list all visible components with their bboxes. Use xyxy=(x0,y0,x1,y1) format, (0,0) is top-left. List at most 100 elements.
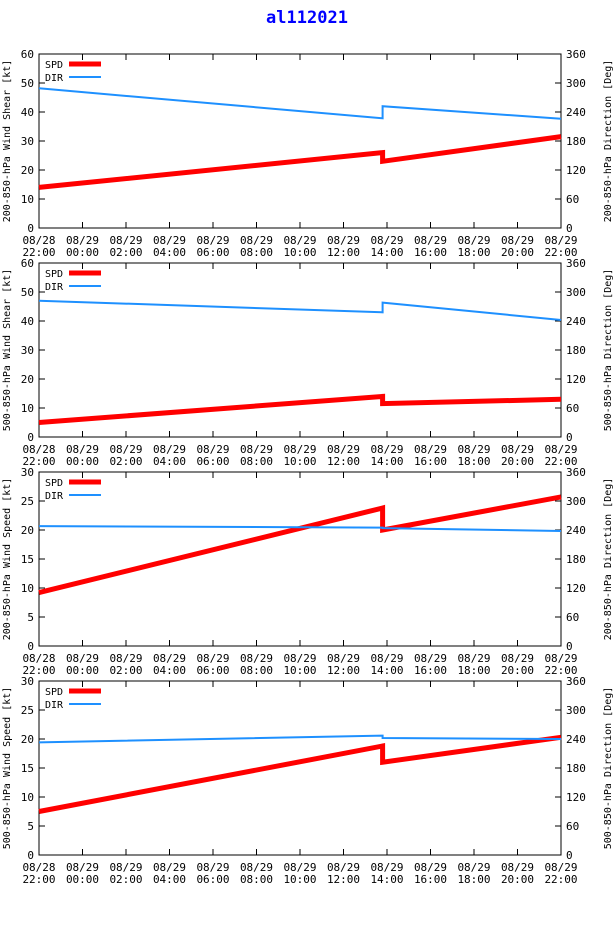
x-tick-label-time: 22:00 xyxy=(22,455,55,468)
y2-tick-label: 180 xyxy=(566,553,586,566)
y2-tick-label: 60 xyxy=(566,402,579,415)
y-tick-label: 50 xyxy=(21,286,34,299)
x-tick-label-date: 08/29 xyxy=(66,443,99,456)
x-tick-label-time: 18:00 xyxy=(457,246,490,259)
x-tick-label-time: 10:00 xyxy=(283,664,316,677)
x-tick-label-date: 08/28 xyxy=(22,234,55,247)
x-tick-label-date: 08/29 xyxy=(283,652,316,665)
x-tick-label-date: 08/29 xyxy=(153,443,186,456)
spd-series-line xyxy=(38,494,562,596)
x-tick-label-time: 04:00 xyxy=(153,246,186,259)
x-tick-label-date: 08/29 xyxy=(240,861,273,874)
x-tick-label-date: 08/29 xyxy=(544,652,577,665)
x-tick-label-date: 08/29 xyxy=(327,443,360,456)
dir-series-line xyxy=(38,734,562,744)
x-tick-label-time: 06:00 xyxy=(196,873,229,886)
y2-tick-label: 0 xyxy=(566,849,573,862)
x-tick-label-date: 08/28 xyxy=(22,443,55,456)
x-tick-label-time: 10:00 xyxy=(283,455,316,468)
y-tick-label: 10 xyxy=(21,402,34,415)
plot-frame xyxy=(38,680,562,856)
x-tick-label-date: 08/29 xyxy=(327,652,360,665)
y-tick-label: 10 xyxy=(21,791,34,804)
x-tick-label-time: 16:00 xyxy=(414,455,447,468)
y-tick-label: 25 xyxy=(21,704,34,717)
y-tick-label: 30 xyxy=(21,466,34,479)
y2-tick-label: 240 xyxy=(566,106,586,119)
y-tick-label: 20 xyxy=(21,524,34,537)
x-tick-label-date: 08/29 xyxy=(327,234,360,247)
x-tick-label-date: 08/29 xyxy=(501,861,534,874)
x-tick-label-time: 20:00 xyxy=(501,664,534,677)
legend-spd-label: SPD xyxy=(45,478,63,489)
y2-tick-label: 300 xyxy=(566,77,586,90)
x-tick-label-date: 08/29 xyxy=(544,234,577,247)
x-tick-label-time: 14:00 xyxy=(370,455,403,468)
x-tick-label-time: 14:00 xyxy=(370,246,403,259)
y2-axis-title: 200-850-hPa Direction [Deg] xyxy=(603,60,614,223)
x-tick-label-time: 06:00 xyxy=(196,664,229,677)
x-tick-label-time: 02:00 xyxy=(109,455,142,468)
y2-tick-label: 360 xyxy=(566,675,586,688)
x-tick-label-time: 22:00 xyxy=(544,246,577,259)
x-tick-label-time: 02:00 xyxy=(109,873,142,886)
x-tick-label-date: 08/29 xyxy=(109,234,142,247)
y-axis-title: 200-850-hPa Wind Shear [kt] xyxy=(2,60,13,223)
y-tick-label: 60 xyxy=(21,257,34,270)
x-tick-label-date: 08/29 xyxy=(196,652,229,665)
y2-tick-label: 300 xyxy=(566,495,586,508)
spd-series-line xyxy=(38,734,562,814)
y2-axis-title: 200-850-hPa Direction [Deg] xyxy=(603,478,614,641)
y-tick-label: 0 xyxy=(27,640,34,653)
x-tick-label-date: 08/29 xyxy=(196,234,229,247)
y2-axis-title: 500-850-hPa Direction [Deg] xyxy=(603,687,614,850)
x-tick-label-date: 08/29 xyxy=(414,234,447,247)
x-tick-label-time: 20:00 xyxy=(501,455,534,468)
legend-spd-label: SPD xyxy=(45,687,63,698)
page-title: al112021 xyxy=(266,8,348,28)
y-tick-label: 60 xyxy=(21,48,34,61)
x-tick-label-date: 08/29 xyxy=(66,861,99,874)
x-tick-label-time: 12:00 xyxy=(327,455,360,468)
x-tick-label-date: 08/29 xyxy=(283,861,316,874)
y2-tick-label: 360 xyxy=(566,257,586,270)
x-tick-label-time: 12:00 xyxy=(327,246,360,259)
x-tick-label-time: 10:00 xyxy=(283,246,316,259)
x-tick-label-time: 06:00 xyxy=(196,455,229,468)
y-tick-label: 50 xyxy=(21,77,34,90)
dir-series-line xyxy=(38,525,562,532)
legend-dir-label: DIR xyxy=(45,282,64,293)
y2-tick-label: 180 xyxy=(566,762,586,775)
x-tick-label-date: 08/29 xyxy=(544,861,577,874)
x-tick-label-date: 08/29 xyxy=(370,443,403,456)
x-tick-label-date: 08/29 xyxy=(501,443,534,456)
y-tick-label: 30 xyxy=(21,344,34,357)
x-tick-label-time: 04:00 xyxy=(153,873,186,886)
y-tick-label: 5 xyxy=(27,611,34,624)
y2-tick-label: 180 xyxy=(566,344,586,357)
y2-tick-label: 240 xyxy=(566,524,586,537)
x-tick-label-date: 08/29 xyxy=(457,234,490,247)
x-tick-label-date: 08/29 xyxy=(109,443,142,456)
x-tick-label-date: 08/29 xyxy=(370,652,403,665)
y-tick-label: 15 xyxy=(21,553,34,566)
x-tick-label-date: 08/29 xyxy=(109,861,142,874)
x-tick-label-date: 08/29 xyxy=(414,861,447,874)
y-axis-title: 500-850-hPa Wind Shear [kt] xyxy=(2,269,13,432)
x-tick-label-time: 22:00 xyxy=(544,664,577,677)
x-tick-label-date: 08/29 xyxy=(457,652,490,665)
y-tick-label: 20 xyxy=(21,164,34,177)
y-tick-label: 25 xyxy=(21,495,34,508)
y2-tick-label: 0 xyxy=(566,431,573,444)
x-tick-label-date: 08/29 xyxy=(240,443,273,456)
y-tick-label: 0 xyxy=(27,222,34,235)
spd-series-line xyxy=(38,134,562,190)
x-tick-label-date: 08/29 xyxy=(196,861,229,874)
x-tick-label-time: 22:00 xyxy=(22,246,55,259)
y2-tick-label: 240 xyxy=(566,315,586,328)
y2-tick-label: 0 xyxy=(566,222,573,235)
y2-tick-label: 360 xyxy=(566,48,586,61)
x-tick-label-time: 18:00 xyxy=(457,873,490,886)
x-tick-label-time: 22:00 xyxy=(22,664,55,677)
